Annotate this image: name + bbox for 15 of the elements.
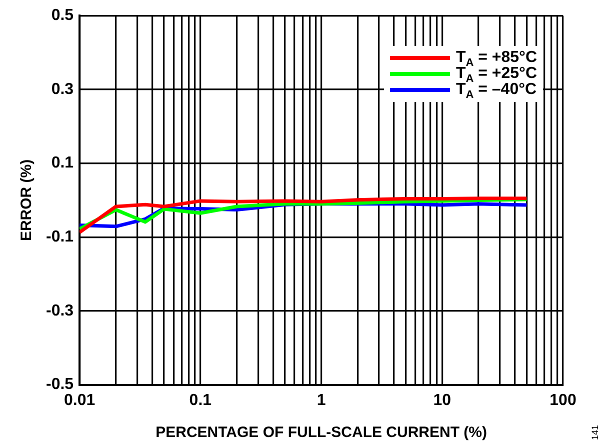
x-tick-label: 0.01 [64,392,96,409]
y-tick-label: 0.1 [51,154,74,172]
x-tick-label: 1 [316,392,326,409]
y-axis-title: ERROR (%) [18,159,36,242]
x-tick-label: 100 [550,392,576,409]
y-tick-label: 0.3 [51,80,74,98]
x-tick-label: 0.1 [189,392,212,409]
text: 141 [590,424,600,440]
y-tick-label: -0.5 [46,376,74,394]
x-tick-label: 10 [433,392,452,409]
legend-label: T$_{A}$ = –40°C [456,80,537,101]
y-tick-label: 0.5 [51,7,74,24]
y-tick-label: -0.1 [46,228,74,246]
y-tick-label: -0.3 [46,302,74,320]
x-axis-title: PERCENTAGE OF FULL-SCALE CURRENT (%) [156,424,487,442]
